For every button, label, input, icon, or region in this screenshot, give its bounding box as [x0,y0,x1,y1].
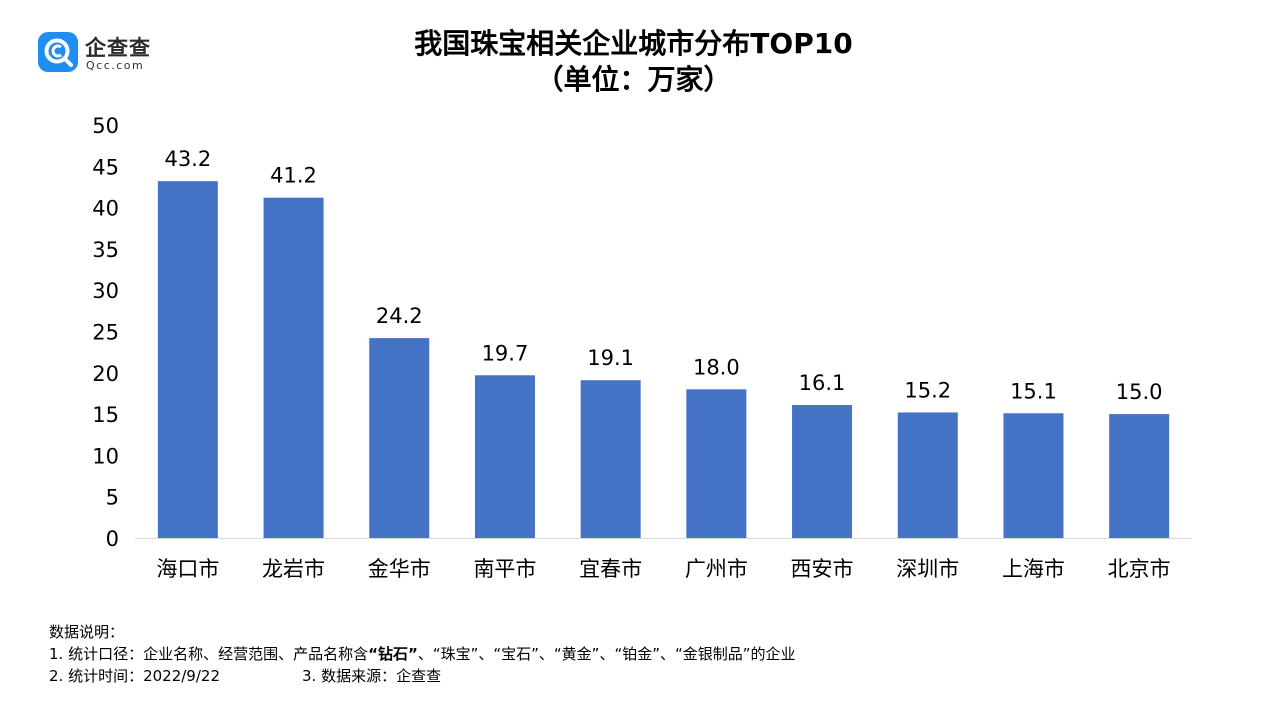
bar-value-label: 24.2 [376,304,423,328]
y-tick-label: 50 [92,114,119,138]
x-tick-label: 西安市 [791,557,854,581]
qcc-logo-icon [38,32,78,72]
logo-subtext: Qcc.com [86,59,145,72]
y-tick-label: 20 [92,362,119,386]
bar-value-label: 15.1 [1010,379,1057,403]
y-tick-label: 45 [92,155,119,179]
x-tick-label: 宜春市 [579,557,642,581]
x-tick-label: 海口市 [156,557,219,581]
bar [1109,414,1170,538]
bar [369,338,430,538]
notes-line-2: 2. 统计时间：2022/9/22 3. 数据来源：企查查 [49,665,796,687]
chart-title: 我国珠宝相关企业城市分布TOP10 （单位：万家） [0,26,1267,98]
bar [263,197,324,539]
qcc-logo: 企查查 Qcc.com [38,32,168,76]
bar-value-label: 15.0 [1116,380,1163,404]
bar [580,380,641,538]
x-tick-label: 南平市 [473,557,536,581]
y-tick-label: 35 [92,238,119,262]
y-tick-label: 15 [92,403,119,427]
y-tick-label: 30 [92,279,119,303]
bar-value-label: 41.2 [270,164,317,188]
bar [897,412,958,538]
logo-text: 企查查 [85,36,151,60]
x-tick-label: 金华市 [368,557,431,581]
bar-value-label: 15.2 [904,378,951,402]
notes-stat-time: 2. 统计时间：2022/9/22 [49,667,220,685]
bar-value-label: 43.2 [164,147,211,171]
notes-line-1: 1. 统计口径：企业名称、经营范围、产品名称含“钻石”、“珠宝”、“宝石”、“黄… [49,643,796,665]
notes-line1-bold: “钻石” [368,645,418,663]
y-tick-label: 0 [106,527,119,551]
notes-heading: 数据说明： [49,623,125,641]
x-tick-label: 北京市 [1108,557,1171,581]
y-tick-label: 10 [92,444,119,468]
x-tick-label: 上海市 [1002,557,1065,581]
bar-value-label: 18.0 [693,355,740,379]
data-notes: 数据说明： 1. 统计口径：企业名称、经营范围、产品名称含“钻石”、“珠宝”、“… [49,621,796,687]
notes-line1-suffix: 、“珠宝”、“宝石”、“黄金”、“铂金”、“金银制品”的企业 [417,645,796,663]
bar-value-label: 19.7 [482,341,529,365]
y-tick-label: 25 [92,321,119,345]
bar-value-label: 19.1 [587,346,634,370]
x-tick-label: 广州市 [685,557,748,581]
chart-title-line1: 我国珠宝相关企业城市分布TOP10 [414,27,853,60]
bar [474,375,535,538]
x-tick-label: 深圳市 [896,557,959,581]
notes-data-source: 3. 数据来源：企查查 [302,667,442,685]
notes-line1-prefix: 1. 统计口径：企业名称、经营范围、产品名称含 [49,645,369,663]
bar [157,181,218,538]
bar [792,405,853,538]
y-tick-label: 40 [92,197,119,221]
y-tick-label: 5 [106,486,119,510]
bar [686,389,747,538]
bar [1003,413,1064,538]
bar-value-label: 16.1 [799,371,846,395]
x-tick-label: 龙岩市 [262,557,325,581]
chart-title-line2: （单位：万家） [535,63,732,96]
